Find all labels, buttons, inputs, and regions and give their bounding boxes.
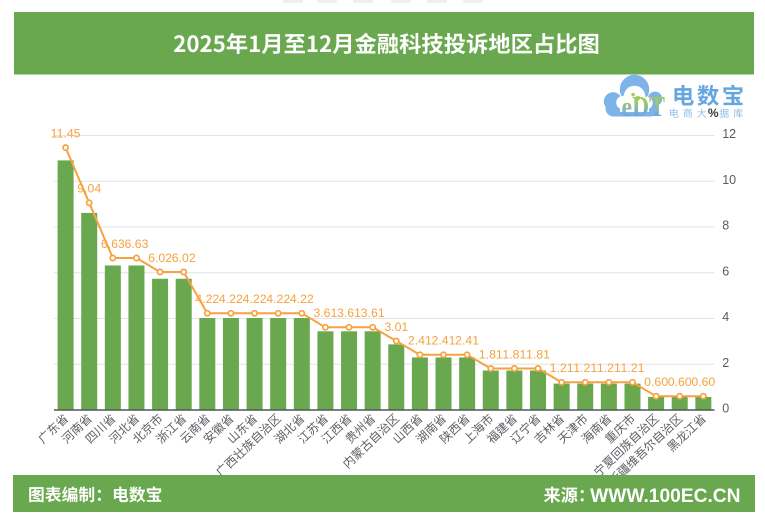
svg-text:WWW.100EC.CN: WWW.100EC.CN xyxy=(590,486,740,507)
svg-text:4: 4 xyxy=(722,310,729,324)
svg-text:6.63: 6.63 xyxy=(125,237,149,251)
svg-text:1.21: 1.21 xyxy=(573,361,597,375)
svg-text:10: 10 xyxy=(722,173,736,187)
svg-text:2.41: 2.41 xyxy=(432,334,456,348)
svg-text:8: 8 xyxy=(722,219,729,233)
svg-text:6.02: 6.02 xyxy=(172,251,196,265)
svg-text:3.61: 3.61 xyxy=(313,306,337,320)
svg-text:0.60: 0.60 xyxy=(691,375,715,389)
svg-text:0.60: 0.60 xyxy=(668,375,692,389)
svg-text:3.61: 3.61 xyxy=(361,306,385,320)
svg-text:4.22: 4.22 xyxy=(219,292,243,306)
svg-text:3.01: 3.01 xyxy=(384,320,408,334)
svg-text:3.61: 3.61 xyxy=(337,306,361,320)
svg-text:4.22: 4.22 xyxy=(195,292,219,306)
svg-text:eDT: eDT xyxy=(622,92,666,123)
svg-text:6: 6 xyxy=(722,264,729,278)
svg-text:2: 2 xyxy=(722,356,729,370)
svg-text:12: 12 xyxy=(722,127,736,141)
svg-text:4.22: 4.22 xyxy=(266,292,290,306)
svg-text:1.21: 1.21 xyxy=(550,361,574,375)
svg-text:0.60: 0.60 xyxy=(644,375,668,389)
svg-text:2.41: 2.41 xyxy=(408,334,432,348)
svg-text:0: 0 xyxy=(722,402,729,416)
svg-text:9.04: 9.04 xyxy=(77,182,101,196)
svg-text:6.02: 6.02 xyxy=(148,251,172,265)
svg-text:1.81: 1.81 xyxy=(479,347,503,361)
svg-text:4.22: 4.22 xyxy=(290,292,314,306)
svg-text:%: % xyxy=(708,106,719,120)
svg-text:11.45: 11.45 xyxy=(51,126,81,140)
svg-text:6.63: 6.63 xyxy=(101,237,125,251)
svg-text:1.81: 1.81 xyxy=(526,347,550,361)
svg-text:2.41: 2.41 xyxy=(455,334,479,348)
svg-text:1.81: 1.81 xyxy=(502,347,526,361)
svg-text:1.21: 1.21 xyxy=(621,361,645,375)
svg-text:1.21: 1.21 xyxy=(597,361,621,375)
svg-text:4.22: 4.22 xyxy=(243,292,267,306)
